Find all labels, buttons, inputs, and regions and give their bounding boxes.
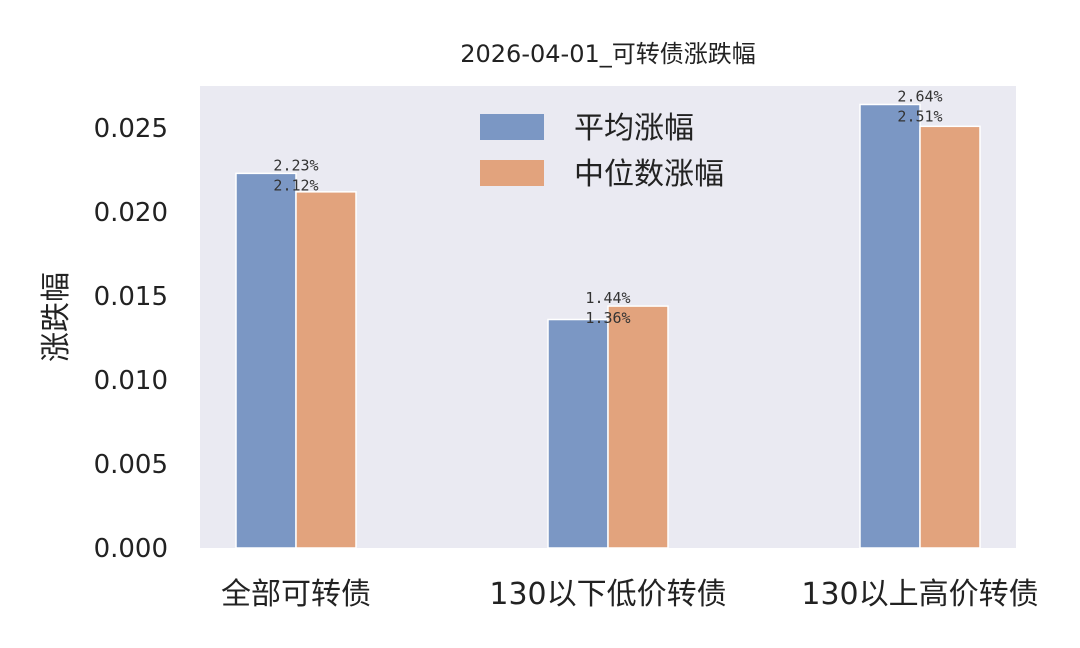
bar-mean	[859, 103, 921, 549]
y-tick-label: 0.000	[94, 534, 168, 564]
bar-median	[607, 305, 669, 549]
chart-title: 2026-04-01_可转债涨跌幅	[460, 40, 755, 68]
data-label-median: 1.44%	[585, 289, 630, 307]
y-tick-label: 0.025	[94, 114, 168, 144]
legend-swatch	[480, 160, 544, 186]
data-label-median: 2.12%	[273, 176, 318, 194]
y-tick-label: 0.010	[94, 366, 168, 396]
y-tick-label: 0.015	[94, 282, 168, 312]
x-axis-labels: 全部可转债 130以下低价转债 130以上高价转债	[221, 577, 1039, 612]
y-tick-label: 0.005	[94, 450, 168, 480]
legend-label: 中位数涨幅	[574, 157, 724, 192]
bar-mean	[235, 172, 297, 549]
bar-mean	[547, 318, 609, 549]
bar-median	[919, 125, 981, 549]
bar-median	[295, 191, 357, 549]
y-tick-label: 0.020	[94, 198, 168, 228]
y-axis-ticks: 0.000 0.005 0.010 0.015 0.020 0.025	[94, 114, 168, 564]
bars-group	[235, 103, 981, 549]
data-label-mean: 2.64%	[897, 87, 942, 105]
x-category-label: 130以上高价转债	[801, 577, 1038, 612]
legend-label: 平均涨幅	[574, 111, 694, 146]
data-label-mean: 1.36%	[585, 309, 630, 327]
data-label-median: 2.51%	[897, 107, 942, 125]
legend-swatch	[480, 114, 544, 140]
x-category-label: 全部可转债	[221, 577, 371, 612]
data-labels-group: 2.23% 2.12% 1.44% 1.36% 2.64% 2.51%	[273, 87, 942, 327]
data-label-mean: 2.23%	[273, 156, 318, 174]
y-axis-label: 涨跌幅	[39, 272, 74, 362]
x-category-label: 130以下低价转债	[489, 577, 726, 612]
